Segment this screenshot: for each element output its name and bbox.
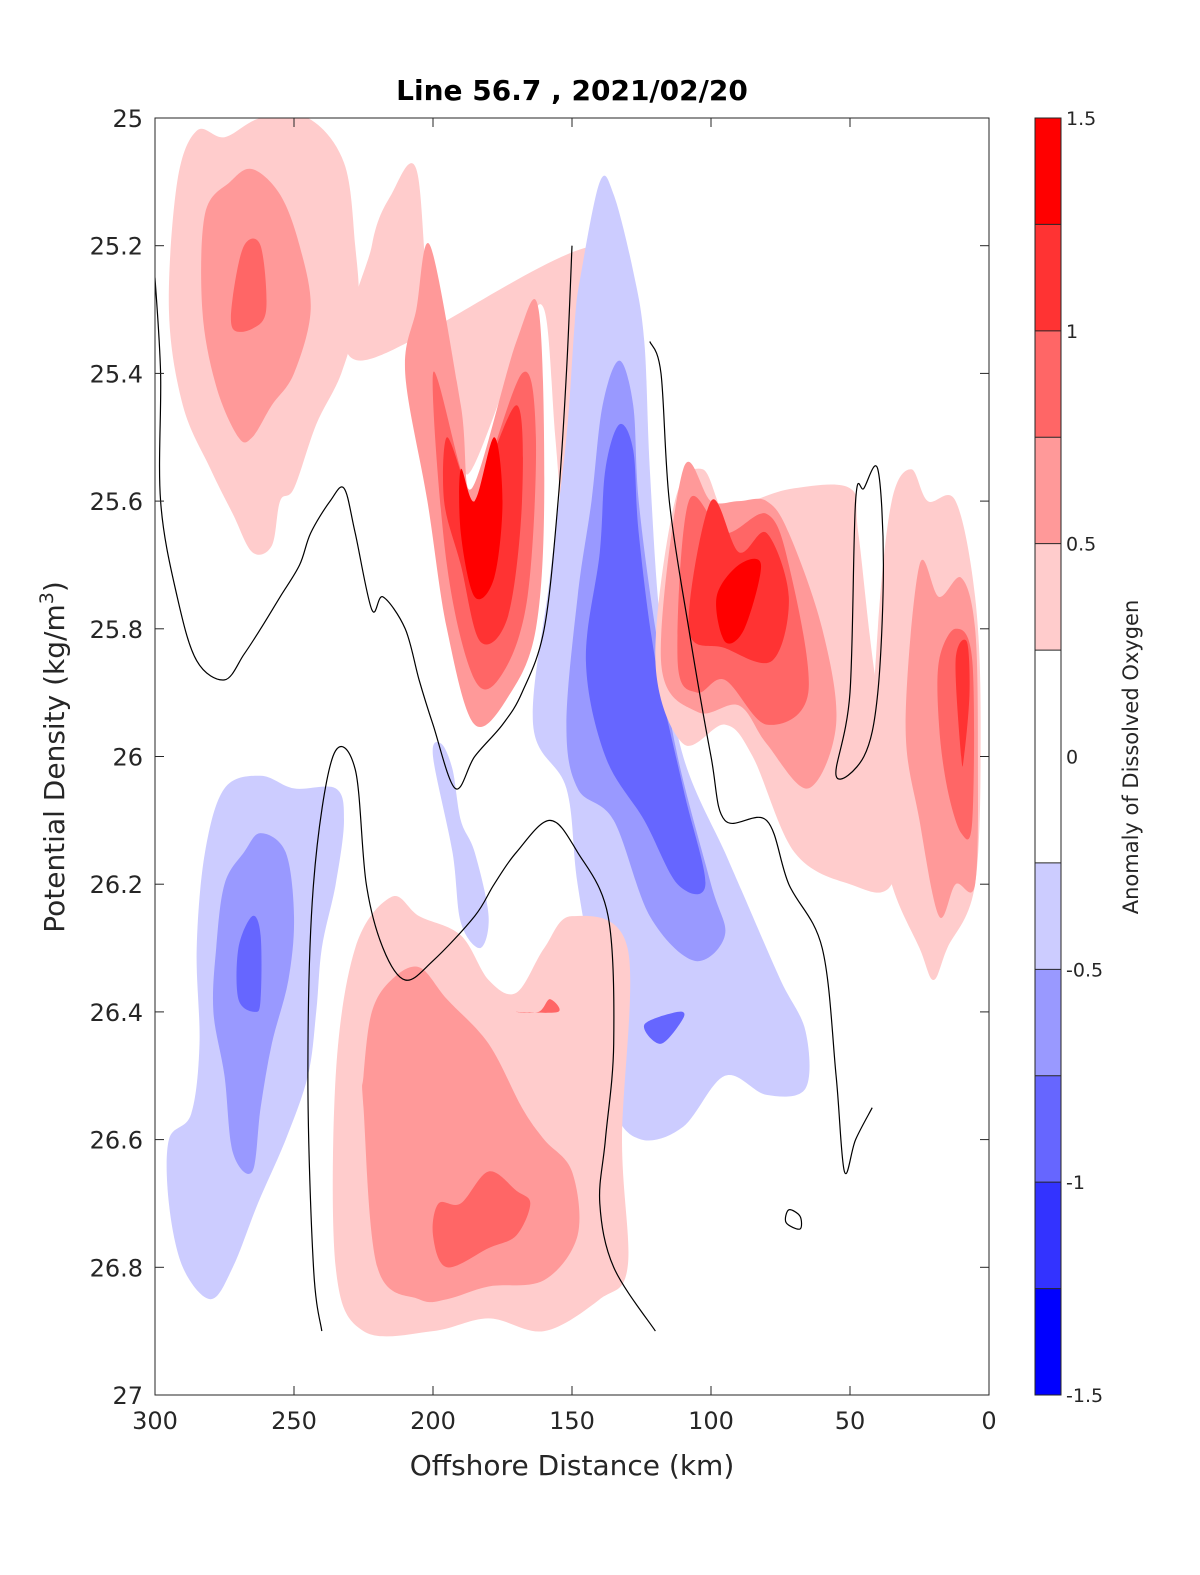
colorbar: -1.5 -1 -0.5 0 0.5 1 1.5 bbox=[1034, 108, 1103, 1407]
contour-band-nearshore-mid-positive-core-4 bbox=[716, 558, 762, 644]
colorbar-band bbox=[1035, 437, 1061, 544]
x-tick-label: 300 bbox=[132, 1407, 178, 1435]
y-tick-label: 26.4 bbox=[90, 999, 143, 1027]
contour-band-subsurface-negative-core-2 bbox=[585, 423, 706, 895]
y-tick-label: 25.4 bbox=[90, 360, 143, 388]
colorbar-tick-label: -1.5 bbox=[1066, 1385, 1103, 1407]
colorbar-band bbox=[1035, 330, 1061, 438]
x-axis-label: Offshore Distance (km) bbox=[410, 1449, 735, 1482]
colorbar-band bbox=[1035, 650, 1061, 863]
colorbar-tick-label: 0 bbox=[1066, 747, 1078, 769]
contour-region-lower-ridge-positive-core bbox=[332, 896, 631, 1337]
y-tick-label: 27 bbox=[112, 1382, 143, 1410]
contour-band-upper-ridge-positive-core-4 bbox=[459, 437, 503, 600]
small-zero-loop bbox=[784, 1209, 803, 1230]
contour-region-nearshore-upper-positive-core bbox=[168, 118, 359, 555]
y-axis-label-superscript: 3 bbox=[36, 592, 58, 604]
colorbar-tick-label: 0.5 bbox=[1066, 534, 1096, 556]
y-tick-label: 25.6 bbox=[90, 488, 143, 516]
contour-band-offshore-lower-negative-core-2 bbox=[236, 915, 262, 1012]
y-tick-label: 25.2 bbox=[90, 233, 143, 261]
contour-band-lower-ridge-positive-core-2 bbox=[432, 1171, 531, 1268]
x-tick-label: 250 bbox=[271, 1407, 317, 1435]
y-tick-label: 26.6 bbox=[90, 1127, 143, 1155]
contour-band-coastal-positive-core-3 bbox=[955, 639, 970, 767]
y-tick-label: 25 bbox=[112, 105, 143, 133]
contour-band-lower-ridge-positive-core-3 bbox=[516, 999, 560, 1013]
colorbar-band bbox=[1035, 118, 1061, 225]
x-tick-label: 200 bbox=[410, 1407, 456, 1435]
x-tick-label: 100 bbox=[688, 1407, 734, 1435]
contour-band-subsurface-negative-core-3 bbox=[643, 1011, 685, 1044]
contour-band-mid-ridge-negative-core-0 bbox=[432, 742, 489, 949]
colorbar-tick-label: 1 bbox=[1066, 321, 1078, 343]
y-tick-label: 26.2 bbox=[90, 871, 143, 899]
colorbar-tick-label: -0.5 bbox=[1066, 959, 1103, 981]
colorbar-tick-label: -1 bbox=[1066, 1172, 1085, 1194]
colorbar-band bbox=[1035, 224, 1061, 331]
offshore-upper-zero-line bbox=[155, 245, 573, 790]
y-tick-label: 26.8 bbox=[90, 1254, 143, 1282]
y-axis-label-close: ) bbox=[38, 581, 71, 592]
zero-contour-lines bbox=[155, 245, 885, 1332]
contour-region-subsurface-negative-core bbox=[532, 175, 810, 1141]
x-axis: 300 250 200 150 100 50 0 bbox=[132, 118, 997, 1435]
y-tick-label: 26 bbox=[112, 744, 143, 772]
x-tick-label: 150 bbox=[549, 1407, 595, 1435]
y-axis-label-text: Potential Density (kg/m bbox=[38, 604, 71, 933]
colorbar-band bbox=[1035, 969, 1061, 1076]
colorbar-band bbox=[1035, 1182, 1061, 1289]
contour-fills bbox=[166, 118, 981, 1337]
contour-band-nearshore-upper-positive-core-2 bbox=[230, 238, 267, 332]
x-tick-label: 0 bbox=[981, 1407, 996, 1435]
contour-region-mid-ridge-negative-core bbox=[432, 742, 489, 949]
colorbar-band bbox=[1035, 1075, 1061, 1183]
colorbar-band bbox=[1035, 862, 1061, 970]
colorbar-band bbox=[1035, 543, 1061, 651]
y-axis: 25 25.2 25.4 25.6 25.8 26 26.2 26.4 26.6 26.8 27 bbox=[90, 105, 989, 1410]
contour-region-coastal-positive-core bbox=[871, 469, 981, 980]
nearshore-zero-loop bbox=[835, 465, 885, 780]
central-zero-line bbox=[649, 341, 873, 1175]
x-tick-label: 50 bbox=[835, 1407, 866, 1435]
colorbar-tick-label: 1.5 bbox=[1066, 108, 1096, 130]
contour-region-offshore-lower-negative-core bbox=[166, 775, 344, 1300]
colorbar-band bbox=[1035, 1288, 1061, 1395]
chart-title: Line 56.7 , 2021/02/20 bbox=[396, 74, 748, 107]
y-tick-label: 25.8 bbox=[90, 616, 143, 644]
colorbar-label: Anomaly of Dissolved Oxygen bbox=[1119, 600, 1143, 915]
contour-region-nearshore-mid-positive-core bbox=[655, 461, 907, 893]
lower-ridge-zero-line bbox=[307, 745, 656, 1332]
y-axis-label: Potential Density (kg/m3) bbox=[36, 581, 71, 933]
